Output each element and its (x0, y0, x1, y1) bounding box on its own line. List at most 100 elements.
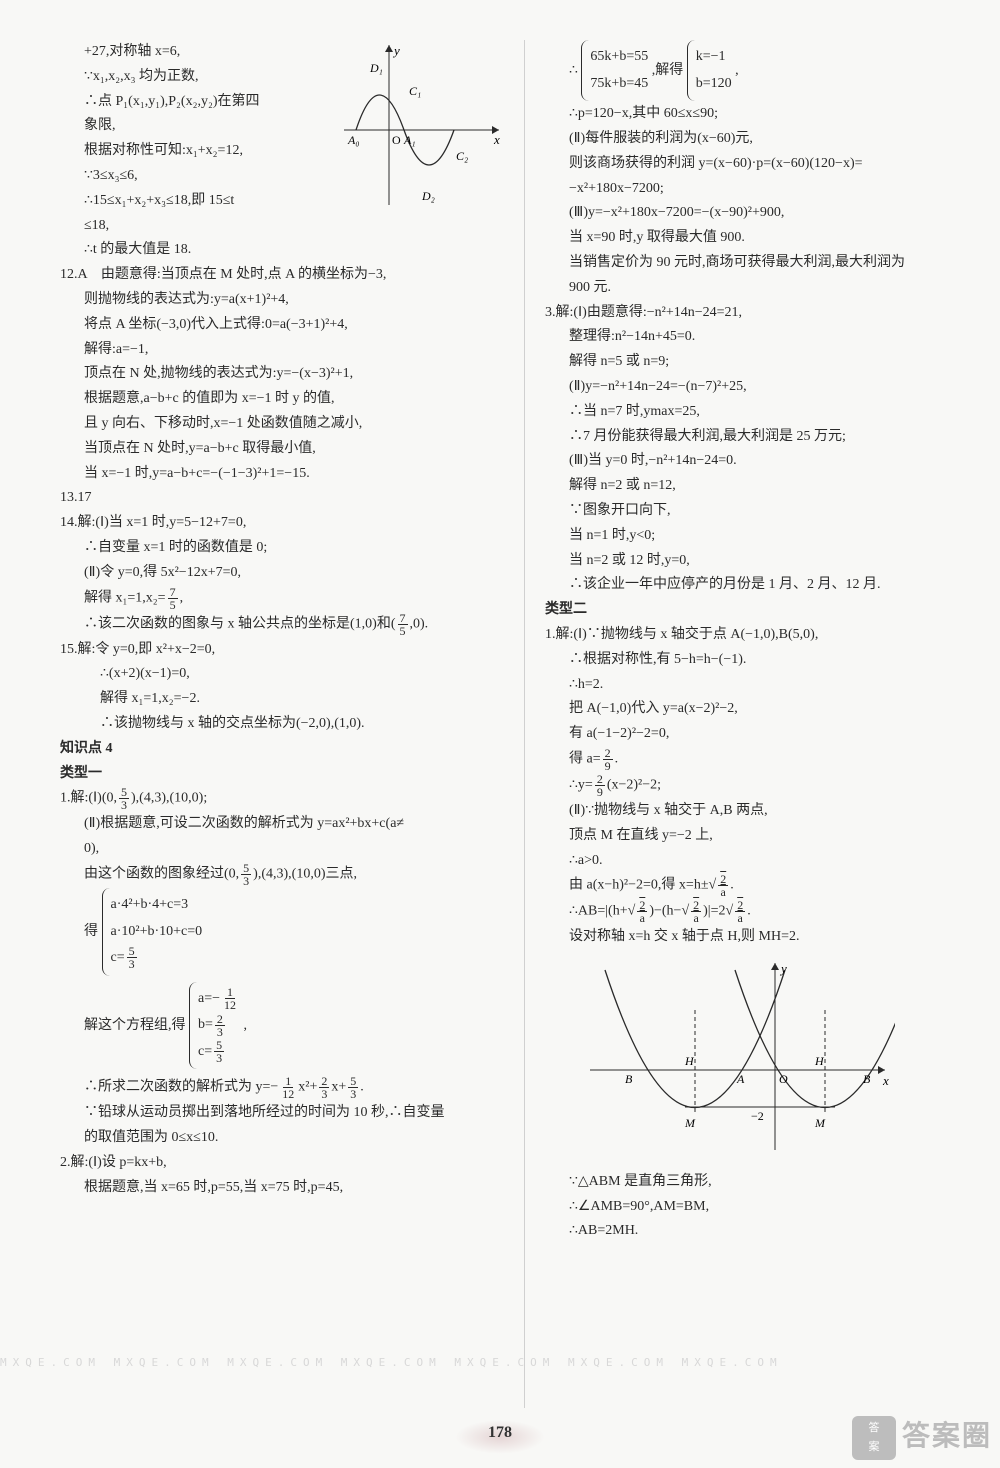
fraction: 53 (241, 862, 251, 887)
text-line: 解得 n=5 或 n=9; (545, 350, 960, 374)
eq-row: c=53 (198, 1039, 240, 1066)
text-line: 根据题意,当 x=65 时,p=55,当 x=75 时,p=45, (60, 1176, 504, 1200)
text: 由 a(x−h)²−2=0,得 x=h± (569, 878, 709, 893)
c2-label: C₂ (456, 149, 468, 163)
text-line: 解得 n=2 或 n=12, (545, 474, 960, 498)
text-line: ∴t 的最大值是 18. (60, 238, 504, 262)
fraction: 53 (127, 945, 137, 970)
text-line: ∴∠AMB=90°,AM=BM, (545, 1195, 960, 1219)
eq-row: a·10²+b·10+c=0 (111, 919, 203, 946)
text-line: 根据题意,a−b+c 的值即为 x=−1 时 y 的值, (60, 387, 504, 411)
stamp-text: 答案圈 (902, 1412, 992, 1460)
text-line: 把 A(−1,0)代入 y=a(x−2)²−2, (545, 697, 960, 721)
column-divider (524, 40, 525, 1408)
section-heading: 类型一 (60, 762, 504, 786)
brace: a·4²+b·4+c=3 a·10²+b·10+c=0 c=53 (102, 888, 203, 976)
text: ∴所求二次函数的解析式为 y=− (84, 1080, 278, 1095)
fraction: 75 (168, 586, 178, 611)
text-line: 14.解:(Ⅰ)当 x=1 时,y=5−12+7=0, (60, 511, 504, 535)
text-line: 解得 x₁=1,x₂=−2. (60, 687, 504, 711)
text-line: 解得:a=−1, (60, 338, 504, 362)
text-line: 当销售定价为 90 元时,商场可获得最大利润,最大利润为 (545, 251, 960, 275)
text-line: ∴所求二次函数的解析式为 y=−112x²+23x+53. (60, 1075, 504, 1100)
a1-label: A₁ (403, 133, 416, 147)
text-line: 设对称轴 x=h 交 x 轴于点 H,则 MH=2. (545, 925, 960, 949)
a-label: A (736, 1072, 745, 1086)
text-line: (Ⅱ)∵抛物线与 x 轴交于 A,B 两点, (545, 799, 960, 823)
text-line: 则该商场获得的利润 y=(x−60)·p=(x−60)(120−x)= (545, 152, 960, 176)
text: , (180, 590, 184, 605)
text: . (360, 1080, 364, 1095)
c1-label: C₁ (409, 84, 421, 98)
text: ∴y= (569, 778, 593, 793)
text-line: ∴y=29(x−2)²−2; (545, 773, 960, 798)
comma: , (244, 1018, 248, 1033)
text-line: 900 元. (545, 276, 960, 300)
a0-label: A₀ (347, 133, 360, 147)
fraction: 2a (718, 873, 728, 898)
origin-label: O (779, 1072, 788, 1086)
b-label: B (863, 1072, 871, 1086)
eq-system: 解这个方程组,得 a=−112 b=23 c=53 , (60, 982, 504, 1070)
text-line: ∴a>0. (545, 849, 960, 873)
text-line: ∵△ABM 是直角三角形, (545, 1170, 960, 1194)
text: ),(4,3),(10,0)三点, (253, 867, 357, 882)
text-line: ∴该抛物线与 x 轴的交点坐标为(−2,0),(1,0). (60, 712, 504, 736)
text-line: ∴AB=|(h+√2a)−(h−√2a)|=2√2a. (545, 899, 960, 924)
text-line: 顶点在 N 处,抛物线的表达式为:y=−(x−3)²+1, (60, 362, 504, 386)
text-line: (Ⅱ)y=−n²+14n−24=−(n−7)²+25, (545, 375, 960, 399)
brace: k=−1 b=120 (687, 40, 732, 101)
right-column: ∴ 65k+b=55 75k+b=45 ,解得 k=−1 b=120 , ∴p=… (545, 40, 960, 1408)
text-line: 顶点 M 在直线 y=−2 上, (545, 824, 960, 848)
text-line: 得 a=29. (545, 747, 960, 772)
fraction: 29 (595, 773, 605, 798)
text-line: ∵图象开口向下, (545, 499, 960, 523)
d2-label: D₂ (421, 189, 435, 203)
text-line: 1.解:(Ⅰ)(0,53),(4,3),(10,0); (60, 786, 504, 811)
eq-row: a·4²+b·4+c=3 (111, 892, 203, 919)
text: 得 (84, 924, 98, 939)
fraction: 29 (603, 747, 613, 772)
graph-parabolas: y x O H H A B B M M −2 (585, 955, 960, 1164)
text-line: ∴h=2. (545, 673, 960, 697)
fraction: 53 (119, 786, 129, 811)
text-line: 当 x=−1 时,y=a−b+c=−(−1−3)²+1=−15. (60, 462, 504, 486)
text-line: ∴当 n=7 时,ymax=25, (545, 400, 960, 424)
section-heading: 类型二 (545, 598, 960, 622)
left-column: y x O A₀ A₁ C₁ C₂ D₁ D₂ +27,对称轴 x=6, ∵x₁… (60, 40, 504, 1408)
text-line: 15.解:令 y=0,即 x²+x−2=0, (60, 638, 504, 662)
graph-parabolas-svg: y x O H H A B B M M −2 (585, 955, 895, 1155)
origin-label: O (392, 133, 401, 147)
text-line: (Ⅲ)y=−x²+180x−7200=−(x−90)²+900, (545, 201, 960, 225)
eq-system: 得 a·4²+b·4+c=3 a·10²+b·10+c=0 c=53 (60, 888, 504, 976)
eq-row: a=−112 (198, 986, 240, 1013)
text-line: 则抛物线的表达式为:y=a(x+1)²+4, (60, 288, 504, 312)
fraction: 2a (691, 899, 701, 924)
text: ,解得 (652, 63, 684, 78)
axis-y-label: y (392, 43, 400, 58)
eq-system: ∴ 65k+b=55 75k+b=45 ,解得 k=−1 b=120 , (545, 40, 960, 101)
text-line: ∴根据对称性,有 5−h=h−(−1). (545, 648, 960, 672)
m-label: M (684, 1116, 696, 1130)
text-line: ∴7 月份能获得最大利润,最大利润是 25 万元; (545, 425, 960, 449)
eq-row: c=53 (111, 945, 203, 972)
text: . (730, 878, 734, 893)
text-line: (Ⅱ)令 y=0,得 5x²−12x+7=0, (60, 561, 504, 585)
text-line: ∴AB=2MH. (545, 1219, 960, 1243)
text-line: (Ⅲ)当 y=0 时,−n²+14n−24=0. (545, 449, 960, 473)
axis-x-label: x (882, 1073, 889, 1088)
text-line: 整理得:n²−14n+45=0. (545, 325, 960, 349)
text-line: 当 n=1 时,y<0; (545, 524, 960, 548)
eq-row: b=23 (198, 1012, 240, 1039)
text-line: 3.解:(Ⅰ)由题意得:−n²+14n−24=21, (545, 301, 960, 325)
axis-y-label: y (779, 961, 787, 976)
text: ,0). (410, 616, 429, 631)
text: 解得 x₁=1,x₂= (84, 590, 166, 605)
eq-row: 65k+b=55 (590, 44, 648, 71)
fraction: 75 (398, 612, 408, 637)
text-line: 13.17 (60, 486, 504, 510)
stamp-logo-bot: 案 (868, 1438, 879, 1457)
page-number: 178 (488, 1419, 512, 1446)
fraction: 112 (222, 986, 238, 1011)
text-line: ∴该企业一年中应停产的月份是 1 月、2 月、12 月. (545, 573, 960, 597)
